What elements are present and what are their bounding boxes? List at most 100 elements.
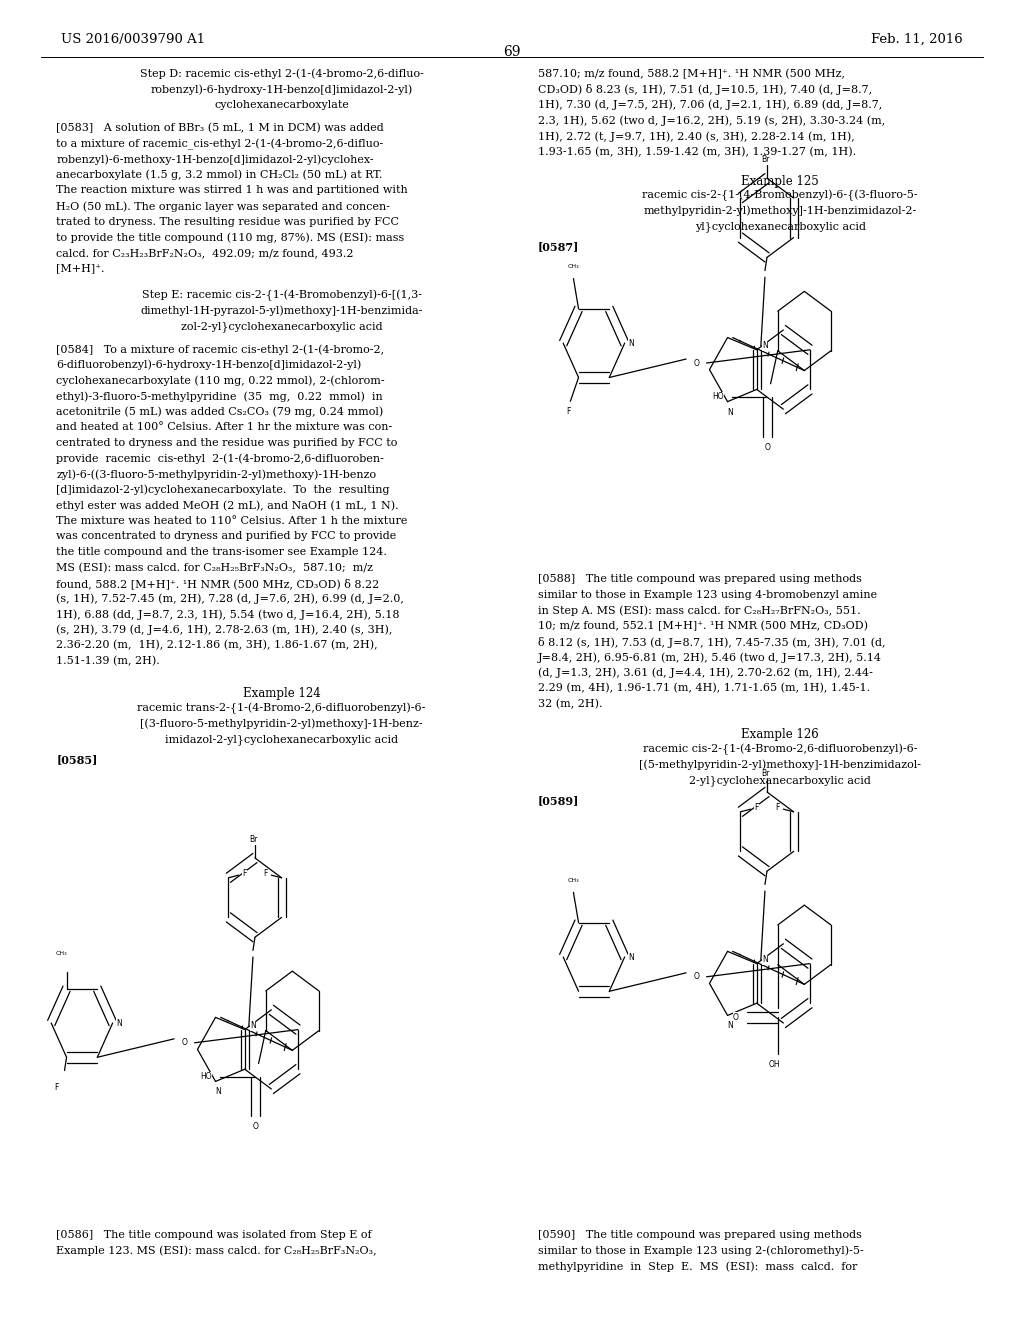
Text: in Step A. MS (ESI): mass calcd. for C₂₈H₂₇BrFN₂O₃, 551.: in Step A. MS (ESI): mass calcd. for C₂₈… [538, 606, 860, 616]
Text: Feb. 11, 2016: Feb. 11, 2016 [870, 33, 963, 46]
Text: [0586]   The title compound was isolated from Step E of: [0586] The title compound was isolated f… [56, 1230, 372, 1241]
Text: methylpyridine  in  Step  E.  MS  (ESI):  mass  calcd.  for: methylpyridine in Step E. MS (ESI): mass… [538, 1262, 857, 1272]
Text: robenzyl)-6-methoxy-1H-benzo[d]imidazol-2-yl)cyclohex-: robenzyl)-6-methoxy-1H-benzo[d]imidazol-… [56, 154, 374, 165]
Text: [d]imidazol-2-yl)cyclohexanecarboxylate.  To  the  resulting: [d]imidazol-2-yl)cyclohexanecarboxylate.… [56, 484, 390, 495]
Text: Example 124: Example 124 [243, 686, 321, 700]
Text: 10; m/z found, 552.1 [M+H]⁺. ¹H NMR (500 MHz, CD₃OD): 10; m/z found, 552.1 [M+H]⁺. ¹H NMR (500… [538, 620, 867, 631]
Text: F: F [263, 870, 267, 878]
Text: O: O [733, 1012, 739, 1022]
Text: F: F [566, 408, 570, 416]
Text: (d, J=1.3, 2H), 3.61 (d, J=4.4, 1H), 2.70-2.62 (m, 1H), 2.44-: (d, J=1.3, 2H), 3.61 (d, J=4.4, 1H), 2.7… [538, 668, 872, 678]
Text: 2-yl}cyclohexanecarboxylic acid: 2-yl}cyclohexanecarboxylic acid [689, 775, 871, 785]
Text: zyl)-6-((3-fluoro-5-methylpyridin-2-yl)methoxy)-1H-benzo: zyl)-6-((3-fluoro-5-methylpyridin-2-yl)m… [56, 469, 377, 479]
Text: 587.10; m/z found, 588.2 [M+H]⁺. ¹H NMR (500 MHz,: 587.10; m/z found, 588.2 [M+H]⁺. ¹H NMR … [538, 69, 845, 79]
Text: similar to those in Example 123 using 2-(chloromethyl)-5-: similar to those in Example 123 using 2-… [538, 1246, 863, 1257]
Text: MS (ESI): mass calcd. for C₂₈H₂₅BrF₃N₂O₃,  587.10;  m/z: MS (ESI): mass calcd. for C₂₈H₂₅BrF₃N₂O₃… [56, 562, 374, 573]
Text: OH: OH [769, 1060, 780, 1069]
Text: 6-difluorobenzyl)-6-hydroxy-1H-benzo[d]imidazol-2-yl): 6-difluorobenzyl)-6-hydroxy-1H-benzo[d]i… [56, 360, 361, 371]
Text: F: F [755, 804, 759, 812]
Text: N: N [762, 342, 768, 350]
Text: δ 8.12 (s, 1H), 7.53 (d, J=8.7, 1H), 7.45-7.35 (m, 3H), 7.01 (d,: δ 8.12 (s, 1H), 7.53 (d, J=8.7, 1H), 7.4… [538, 636, 885, 648]
Text: 2.29 (m, 4H), 1.96-1.71 (m, 4H), 1.71-1.65 (m, 1H), 1.45-1.: 2.29 (m, 4H), 1.96-1.71 (m, 4H), 1.71-1.… [538, 684, 869, 693]
Text: [0584]   To a mixture of racemic cis-ethyl 2-(1-(4-bromo-2,: [0584] To a mixture of racemic cis-ethyl… [56, 345, 384, 355]
Text: CH₃: CH₃ [567, 264, 580, 269]
Text: The reaction mixture was stirred 1 h was and partitioned with: The reaction mixture was stirred 1 h was… [56, 186, 409, 195]
Text: Example 125: Example 125 [741, 174, 819, 187]
Text: Br: Br [249, 836, 257, 843]
Text: (s, 1H), 7.52-7.45 (m, 2H), 7.28 (d, J=7.6, 2H), 6.99 (d, J=2.0,: (s, 1H), 7.52-7.45 (m, 2H), 7.28 (d, J=7… [56, 594, 404, 605]
Text: [0590]   The title compound was prepared using methods: [0590] The title compound was prepared u… [538, 1230, 861, 1241]
Text: 1H), 7.30 (d, J=7.5, 2H), 7.06 (d, J=2.1, 1H), 6.89 (dd, J=8.7,: 1H), 7.30 (d, J=7.5, 2H), 7.06 (d, J=2.1… [538, 100, 882, 111]
Text: acetonitrile (5 mL) was added Cs₂CO₃ (79 mg, 0.24 mmol): acetonitrile (5 mL) was added Cs₂CO₃ (79… [56, 407, 384, 417]
Text: found, 588.2 [M+H]⁺. ¹H NMR (500 MHz, CD₃OD) δ 8.22: found, 588.2 [M+H]⁺. ¹H NMR (500 MHz, CD… [56, 578, 380, 589]
Text: N: N [116, 1019, 122, 1027]
Text: (s, 2H), 3.79 (d, J=4.6, 1H), 2.78-2.63 (m, 1H), 2.40 (s, 3H),: (s, 2H), 3.79 (d, J=4.6, 1H), 2.78-2.63 … [56, 624, 392, 635]
Text: zol-2-yl}cyclohexanecarboxylic acid: zol-2-yl}cyclohexanecarboxylic acid [181, 321, 382, 331]
Text: racemic cis-2-{1-(4-Bromobenzyl)-6-{(3-fluoro-5-: racemic cis-2-{1-(4-Bromobenzyl)-6-{(3-f… [642, 190, 919, 202]
Text: N: N [762, 956, 768, 964]
Text: robenzyl)-6-hydroxy-1H-benzo[d]imidazol-2-yl): robenzyl)-6-hydroxy-1H-benzo[d]imidazol-… [151, 84, 413, 95]
Text: N: N [728, 408, 733, 417]
Text: the title compound and the trans-isomer see Example 124.: the title compound and the trans-isomer … [56, 546, 387, 557]
Text: imidazol-2-yl}cyclohexanecarboxylic acid: imidazol-2-yl}cyclohexanecarboxylic acid [165, 734, 398, 744]
Text: 2.3, 1H), 5.62 (two d, J=16.2, 2H), 5.19 (s, 2H), 3.30-3.24 (m,: 2.3, 1H), 5.62 (two d, J=16.2, 2H), 5.19… [538, 115, 885, 125]
Text: was concentrated to dryness and purified by FCC to provide: was concentrated to dryness and purified… [56, 531, 396, 541]
Text: ethyl ester was added MeOH (2 mL), and NaOH (1 mL, 1 N).: ethyl ester was added MeOH (2 mL), and N… [56, 500, 399, 511]
Text: [0583]   A solution of BBr₃ (5 mL, 1 M in DCM) was added: [0583] A solution of BBr₃ (5 mL, 1 M in … [56, 123, 384, 133]
Text: O: O [253, 1122, 258, 1131]
Text: O: O [693, 973, 699, 981]
Text: N: N [250, 1022, 256, 1030]
Text: provide  racemic  cis-ethyl  2-(1-(4-bromo-2,6-difluoroben-: provide racemic cis-ethyl 2-(1-(4-bromo-… [56, 453, 384, 463]
Text: 1.51-1.39 (m, 2H).: 1.51-1.39 (m, 2H). [56, 656, 160, 667]
Text: cyclohexanecarboxylate (110 mg, 0.22 mmol), 2-(chlorom-: cyclohexanecarboxylate (110 mg, 0.22 mmo… [56, 375, 385, 385]
Text: Step D: racemic cis-ethyl 2-(1-(4-bromo-2,6-difluo-: Step D: racemic cis-ethyl 2-(1-(4-bromo-… [139, 69, 424, 79]
Text: The mixture was heated to 110° Celsius. After 1 h the mixture: The mixture was heated to 110° Celsius. … [56, 516, 408, 525]
Text: similar to those in Example 123 using 4-bromobenzyl amine: similar to those in Example 123 using 4-… [538, 590, 877, 599]
Text: and heated at 100° Celsius. After 1 hr the mixture was con-: and heated at 100° Celsius. After 1 hr t… [56, 422, 392, 432]
Text: J=8.4, 2H), 6.95-6.81 (m, 2H), 5.46 (two d, J=17.3, 2H), 5.14: J=8.4, 2H), 6.95-6.81 (m, 2H), 5.46 (two… [538, 652, 882, 663]
Text: [0588]   The title compound was prepared using methods: [0588] The title compound was prepared u… [538, 574, 861, 585]
Text: 1.93-1.65 (m, 3H), 1.59-1.42 (m, 3H), 1.39-1.27 (m, 1H).: 1.93-1.65 (m, 3H), 1.59-1.42 (m, 3H), 1.… [538, 147, 856, 157]
Text: F: F [243, 870, 247, 878]
Text: F: F [54, 1084, 58, 1092]
Text: Br: Br [761, 770, 769, 777]
Text: CH₃: CH₃ [55, 950, 68, 956]
Text: anecarboxylate (1.5 g, 3.2 mmol) in CH₂Cl₂ (50 mL) at RT.: anecarboxylate (1.5 g, 3.2 mmol) in CH₂C… [56, 170, 383, 181]
Text: to a mixture of racemic_cis-ethyl 2-(1-(4-bromo-2,6-difluo-: to a mixture of racemic_cis-ethyl 2-(1-(… [56, 139, 384, 150]
Text: Example 126: Example 126 [741, 729, 819, 742]
Text: centrated to dryness and the residue was purified by FCC to: centrated to dryness and the residue was… [56, 438, 397, 447]
Text: 2.36-2.20 (m,  1H), 2.12-1.86 (m, 3H), 1.86-1.67 (m, 2H),: 2.36-2.20 (m, 1H), 2.12-1.86 (m, 3H), 1.… [56, 640, 378, 651]
Text: HO: HO [200, 1072, 212, 1081]
Text: [M+H]⁺.: [M+H]⁺. [56, 263, 104, 273]
Text: N: N [728, 1022, 733, 1031]
Text: 69: 69 [503, 45, 521, 59]
Text: [(5-methylpyridin-2-yl)methoxy]-1H-benzimidazol-: [(5-methylpyridin-2-yl)methoxy]-1H-benzi… [639, 759, 922, 770]
Text: methylpyridin-2-yl)methoxy]-1H-benzimidazol-2-: methylpyridin-2-yl)methoxy]-1H-benzimida… [644, 206, 916, 216]
Text: [0589]: [0589] [538, 796, 579, 807]
Text: O: O [765, 442, 770, 451]
Text: N: N [216, 1088, 221, 1097]
Text: ethyl)-3-fluoro-5-methylpyridine  (35  mg,  0.22  mmol)  in: ethyl)-3-fluoro-5-methylpyridine (35 mg,… [56, 391, 383, 401]
Text: yl}cyclohexanecarboxylic acid: yl}cyclohexanecarboxylic acid [695, 222, 865, 232]
Text: [(3-fluoro-5-methylpyridin-2-yl)methoxy]-1H-benz-: [(3-fluoro-5-methylpyridin-2-yl)methoxy]… [140, 718, 423, 729]
Text: CD₃OD) δ 8.23 (s, 1H), 7.51 (d, J=10.5, 1H), 7.40 (d, J=8.7,: CD₃OD) δ 8.23 (s, 1H), 7.51 (d, J=10.5, … [538, 84, 871, 95]
Text: Example 123. MS (ESI): mass calcd. for C₂₈H₂₅BrF₃N₂O₃,: Example 123. MS (ESI): mass calcd. for C… [56, 1246, 377, 1257]
Text: O: O [693, 359, 699, 367]
Text: trated to dryness. The resulting residue was purified by FCC: trated to dryness. The resulting residue… [56, 216, 399, 227]
Text: Br: Br [761, 156, 769, 164]
Text: N: N [628, 953, 634, 961]
Text: O: O [181, 1039, 187, 1047]
Text: F: F [775, 804, 779, 812]
Text: [0585]: [0585] [56, 754, 97, 766]
Text: racemic trans-2-{1-(4-Bromo-2,6-difluorobenzyl)-6-: racemic trans-2-{1-(4-Bromo-2,6-difluoro… [137, 702, 426, 714]
Text: N: N [628, 339, 634, 347]
Text: US 2016/0039790 A1: US 2016/0039790 A1 [61, 33, 206, 46]
Text: 1H), 2.72 (t, J=9.7, 1H), 2.40 (s, 3H), 2.28-2.14 (m, 1H),: 1H), 2.72 (t, J=9.7, 1H), 2.40 (s, 3H), … [538, 131, 854, 141]
Text: 32 (m, 2H).: 32 (m, 2H). [538, 698, 602, 709]
Text: dimethyl-1H-pyrazol-5-yl)methoxy]-1H-benzimida-: dimethyl-1H-pyrazol-5-yl)methoxy]-1H-ben… [140, 305, 423, 315]
Text: racemic cis-2-{1-(4-Bromo-2,6-difluorobenzyl)-6-: racemic cis-2-{1-(4-Bromo-2,6-difluorobe… [643, 744, 918, 755]
Text: CH₃: CH₃ [567, 878, 580, 883]
Text: cyclohexanecarboxylate: cyclohexanecarboxylate [214, 100, 349, 110]
Text: H₂O (50 mL). The organic layer was separated and concen-: H₂O (50 mL). The organic layer was separ… [56, 201, 390, 211]
Text: Step E: racemic cis-2-{1-(4-Bromobenzyl)-6-[(1,3-: Step E: racemic cis-2-{1-(4-Bromobenzyl)… [141, 290, 422, 301]
